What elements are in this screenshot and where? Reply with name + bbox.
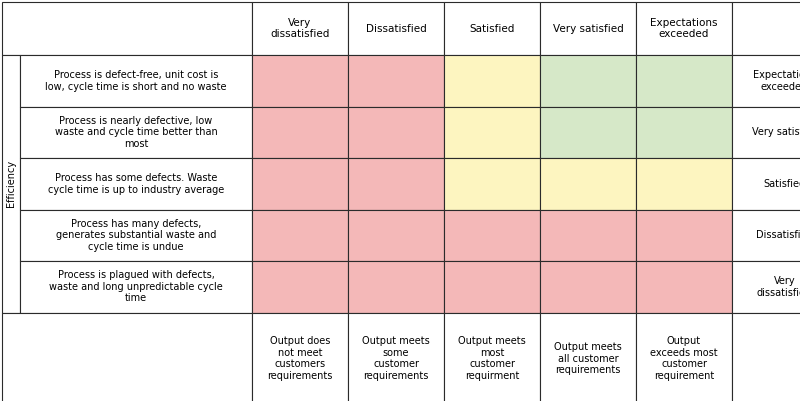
Bar [348,261,444,312]
Bar [636,261,732,312]
Bar [252,209,348,261]
Text: Process has many defects,
generates substantial waste and
cycle time is undue: Process has many defects, generates subs… [56,219,216,252]
Bar [540,312,636,401]
Bar [348,158,444,209]
Text: Dissatisfied: Dissatisfied [366,24,426,34]
Bar [636,158,732,209]
Text: Output does
not meet
customers
requirements: Output does not meet customers requireme… [267,336,333,381]
Text: Very satisfied: Very satisfied [751,127,800,137]
Bar [732,312,800,401]
Text: Efficiency: Efficiency [6,160,16,207]
Text: Dissatisfied: Dissatisfied [756,230,800,240]
Bar [732,209,800,261]
Text: Process is defect-free, unit cost is
low, cycle time is short and no waste: Process is defect-free, unit cost is low… [46,70,226,91]
Bar [540,2,636,55]
Bar [252,2,348,55]
Bar [732,158,800,209]
Text: Satisfied: Satisfied [763,179,800,189]
Bar [732,2,800,55]
Text: Output meets
most
customer
requirment: Output meets most customer requirment [458,336,526,381]
Bar [444,209,540,261]
Text: Process is nearly defective, low
waste and cycle time better than
most: Process is nearly defective, low waste a… [54,115,218,149]
Bar [252,55,348,107]
Bar [20,107,252,158]
Bar [636,107,732,158]
Bar [732,55,800,107]
Bar [252,158,348,209]
Bar [2,312,252,401]
Text: Very
dissatisfied: Very dissatisfied [270,18,330,39]
Bar [252,107,348,158]
Text: Expectations
exceeded: Expectations exceeded [650,18,718,39]
Bar [348,2,444,55]
Text: Satisfied: Satisfied [470,24,514,34]
Bar [732,261,800,312]
Bar [540,55,636,107]
Bar [348,55,444,107]
Text: Very satisfied: Very satisfied [553,24,623,34]
Text: Output meets
some
customer
requirements: Output meets some customer requirements [362,336,430,381]
Bar [348,209,444,261]
Bar [20,55,252,107]
Text: Output meets
all customer
requirements: Output meets all customer requirements [554,342,622,375]
Bar [444,158,540,209]
Bar [636,209,732,261]
Text: Process is plagued with defects,
waste and long unpredictable cycle
time: Process is plagued with defects, waste a… [49,270,223,303]
Bar [348,312,444,401]
Bar [444,312,540,401]
Text: Output
exceeds most
customer
requirement: Output exceeds most customer requirement [650,336,718,381]
Text: Expectations
exceeded: Expectations exceeded [753,70,800,91]
Bar [444,107,540,158]
Text: Very
dissatisfied: Very dissatisfied [757,276,800,298]
Bar [636,2,732,55]
Bar [252,261,348,312]
Bar [540,107,636,158]
Bar [20,261,252,312]
Bar [540,158,636,209]
Bar [636,55,732,107]
Bar [444,261,540,312]
Bar [444,55,540,107]
Bar [444,2,540,55]
Bar [348,107,444,158]
Bar [540,261,636,312]
Bar [540,209,636,261]
Bar [20,158,252,209]
Bar [20,209,252,261]
Bar [252,312,348,401]
Bar [2,2,252,55]
Bar [2,55,20,312]
Text: Process has some defects. Waste
cycle time is up to industry average: Process has some defects. Waste cycle ti… [48,173,224,194]
Bar [732,107,800,158]
Bar [636,312,732,401]
